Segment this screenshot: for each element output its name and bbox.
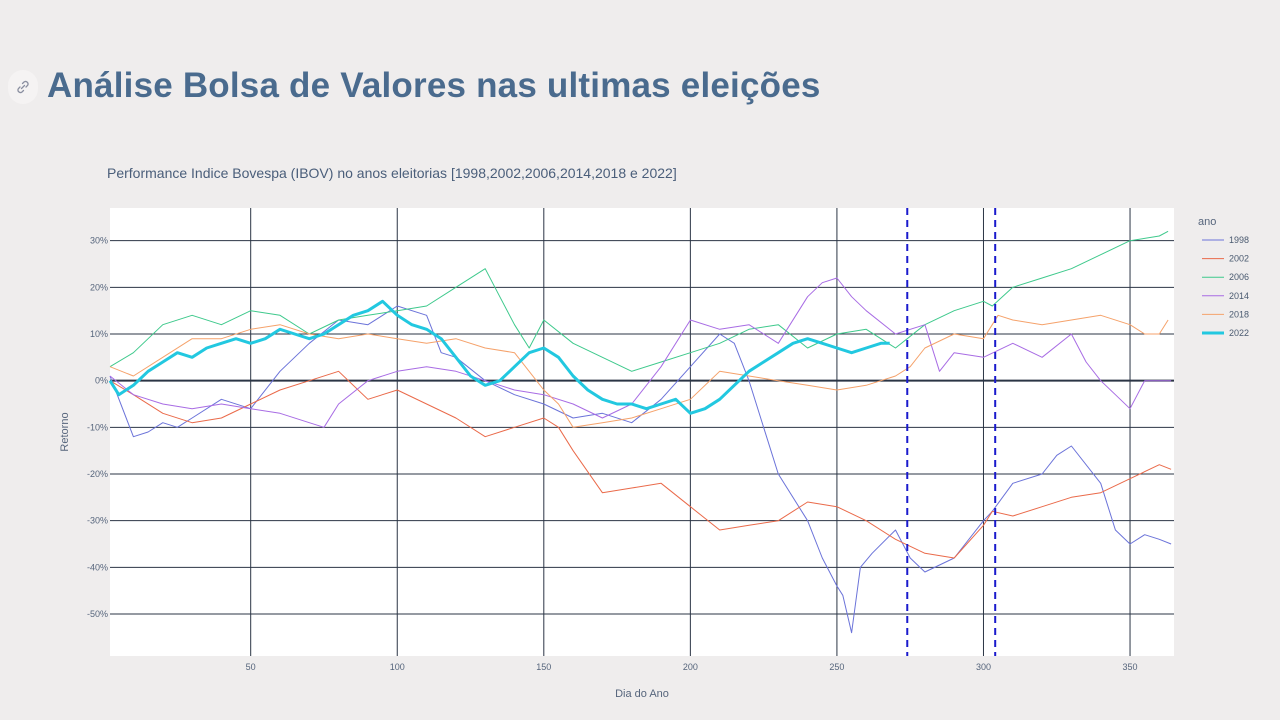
x-tick-label: 200 [683,662,698,672]
legend-label: 2018 [1229,309,1249,319]
y-tick-label: 10% [90,329,108,339]
x-tick-label: 350 [1123,662,1138,672]
legend-item-2014[interactable]: 2014 [1202,291,1249,301]
legend-label: 1998 [1229,235,1249,245]
series-line-2018 [109,314,1169,428]
y-tick-label: 0% [95,376,108,386]
series-line-1998 [109,305,1172,634]
legend-label: 2006 [1229,272,1249,282]
legend: ano 1998 2002 2006 2014 2018 2022 [1198,216,1249,338]
series-line-2014 [109,277,1172,428]
reference-lines [906,208,997,656]
legend-item-2018[interactable]: 2018 [1202,309,1249,319]
y-axis-title: Retorno [59,412,71,451]
legend-label: 2014 [1229,291,1249,301]
chart-title: Performance Indice Bovespa (IBOV) no ano… [107,165,677,181]
legend-label: 2002 [1229,254,1249,264]
series-line-2022 [108,299,890,415]
y-tick-label: -40% [87,562,108,572]
y-tick-label: -50% [87,609,108,619]
legend-item-2006[interactable]: 2006 [1202,272,1249,282]
legend-item-2002[interactable]: 2002 [1202,254,1249,264]
page-title: Análise Bolsa de Valores nas ultimas ele… [47,66,821,105]
y-tick-label: 20% [90,282,108,292]
x-axis-title: Dia do Ano [615,688,669,700]
y-tick-label: -20% [87,469,108,479]
series-line-2006 [109,230,1169,372]
series-layer [108,230,1172,634]
link-icon[interactable] [8,70,38,104]
legend-item-1998[interactable]: 1998 [1202,235,1249,245]
legend-label: 2022 [1229,328,1249,338]
legend-item-2022[interactable]: 2022 [1202,328,1249,338]
y-tick-label: -10% [87,422,108,432]
link-icon-glyph [17,80,29,94]
axis-layer: 50 100 150 200 250 300 350 30% 20% 10% 0% -10% -20% -… [87,236,1138,672]
x-tick-label: 50 [246,662,256,672]
y-tick-label: 30% [90,236,108,246]
grid-layer [110,208,1174,656]
x-tick-label: 300 [976,662,991,672]
legend-title: ano [1198,216,1216,228]
series-line-2002 [109,370,1172,559]
y-tick-label: -30% [87,516,108,526]
plot-area [110,208,1174,656]
x-tick-label: 250 [829,662,844,672]
x-tick-label: 100 [390,662,405,672]
x-tick-label: 150 [536,662,551,672]
